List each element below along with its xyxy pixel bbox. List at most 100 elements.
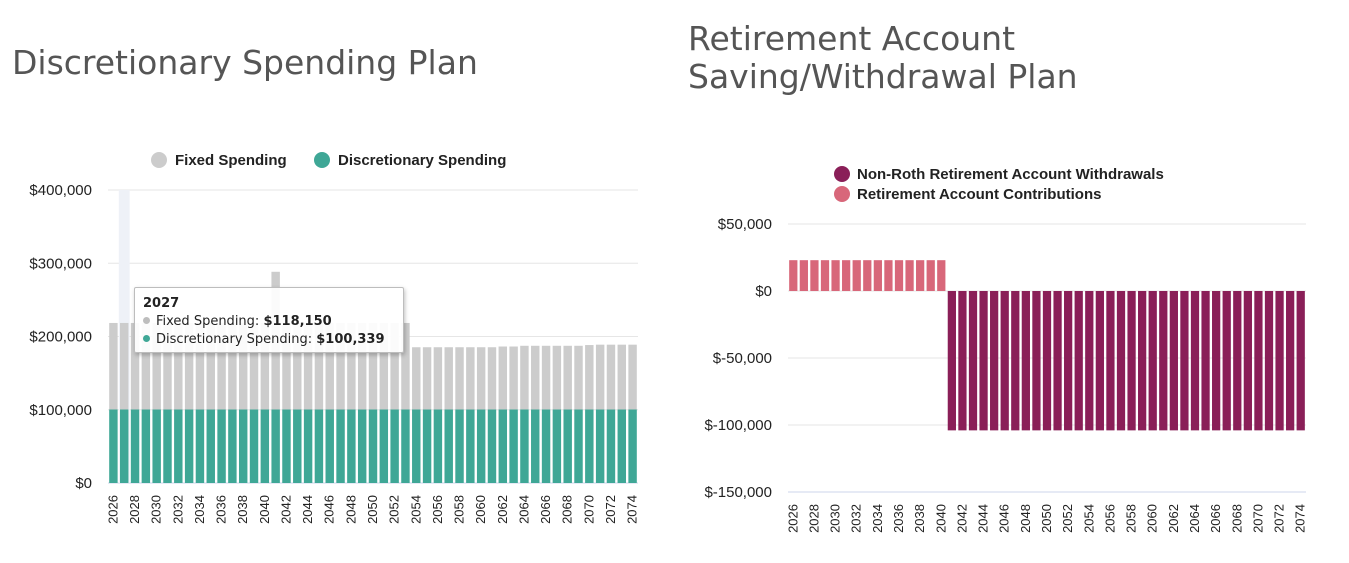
bar-discretionary-spending (563, 409, 572, 483)
bar-withdrawal (1138, 291, 1147, 431)
bar-fixed-spending (228, 322, 237, 410)
bar-withdrawal (958, 291, 967, 431)
bar-withdrawal (1286, 291, 1295, 431)
x-tick-label: 2040 (933, 504, 948, 533)
bar-fixed-spending (368, 322, 378, 410)
legend-contributions: Retirement Account Contributions (857, 186, 1101, 203)
bar-discretionary-spending (325, 409, 334, 483)
bar-withdrawal (1085, 291, 1094, 431)
bar-discretionary-spending (455, 409, 464, 483)
bar-discretionary-spending (130, 409, 140, 483)
bar-fixed-spending (606, 344, 616, 410)
x-tick-label: 2068 (560, 495, 575, 524)
bar-withdrawal (1254, 291, 1263, 431)
bar-fixed-spending (184, 322, 194, 410)
bar-discretionary-spending (531, 409, 540, 483)
bar-contribution (863, 260, 872, 291)
bar-fixed-spending (293, 322, 302, 410)
bar-fixed-spending (401, 322, 410, 410)
x-tick-label: 2026 (785, 504, 800, 533)
y-tick-label: $0 (755, 283, 772, 300)
bar-withdrawal (1095, 291, 1104, 431)
x-tick-label: 2036 (891, 504, 906, 533)
bar-discretionary-spending (293, 409, 302, 483)
x-tick-label: 2054 (1081, 504, 1096, 533)
bar-discretionary-spending (541, 409, 551, 483)
bar-fixed-spending (314, 322, 324, 410)
x-tick-label: 2050 (1039, 504, 1054, 533)
x-tick-label: 2044 (300, 495, 315, 524)
chart-title: Retirement Account Saving/Withdrawal Pla… (688, 19, 1078, 96)
tooltip-year: 2027 (143, 296, 180, 311)
x-tick-label: 2058 (1124, 504, 1139, 533)
bar-fixed-spending (455, 347, 464, 410)
bar-withdrawal (1011, 291, 1020, 431)
bar-discretionary-spending (476, 409, 486, 483)
tooltip-value: $100,339 (316, 332, 385, 347)
x-tick-label: 2058 (452, 495, 467, 524)
bar-contribution (894, 260, 904, 291)
y-tick-label: $-50,000 (713, 350, 772, 367)
legend-withdrawals: Non-Roth Retirement Account Withdrawals (857, 166, 1164, 183)
y-tick-label: $100,000 (29, 402, 92, 419)
bar-discretionary-spending (314, 409, 324, 483)
bar-withdrawal (1032, 291, 1041, 431)
x-tick-label: 2050 (365, 495, 380, 524)
bar-withdrawal (1042, 291, 1052, 431)
bar-contribution (820, 260, 830, 291)
x-tick-label: 2060 (1145, 504, 1160, 533)
legend-discretionary-icon (314, 152, 330, 168)
x-tick-label: 2074 (1293, 504, 1308, 533)
bar-discretionary-spending (606, 409, 616, 483)
bar-withdrawal (1296, 291, 1305, 431)
bar-discretionary-spending (498, 409, 508, 483)
discretionary-spending-panel: Discretionary Spending Plan $0 $100,000 $2… (0, 0, 660, 563)
y-tick-label: $50,000 (718, 216, 772, 233)
bar-fixed-spending (476, 347, 486, 410)
y-tick-label: $-100,000 (704, 417, 772, 434)
bar-fixed-spending (163, 322, 172, 410)
legend-fixed-icon (151, 152, 167, 168)
bar-discretionary-spending (228, 409, 237, 483)
bar-contribution (810, 260, 819, 291)
x-tick-label: 2042 (954, 504, 969, 533)
bar-withdrawal (1148, 291, 1157, 431)
bar-discretionary-spending (282, 409, 291, 483)
bar-discretionary-spending (617, 409, 626, 483)
tooltip-row-discretionary: Discretionary Spending: $100,339 (143, 331, 395, 349)
bar-fixed-spending (531, 345, 540, 410)
bar-fixed-spending (466, 347, 475, 410)
discretionary-spending-chart: $0 $100,000 $200,000 $300,000 $400,000 2026 20… (29, 152, 640, 524)
bar-fixed-spending (628, 344, 637, 410)
bar-discretionary-spending (487, 409, 497, 483)
legend-discretionary-spending: Discretionary Spending (338, 152, 506, 169)
bar-fixed-spending (585, 345, 594, 410)
bar-fixed-spending (552, 345, 562, 410)
bar-discretionary-spending (347, 409, 356, 483)
chart-tooltip: 2027 Fixed Spending: $118,150 Discretion… (134, 287, 404, 353)
bar-discretionary-spending (163, 409, 172, 483)
legend-fixed-spending: Fixed Spending (175, 152, 287, 169)
bar-withdrawal (1233, 291, 1242, 431)
x-tick-label: 2056 (430, 495, 445, 524)
bar-contribution (926, 260, 935, 291)
bar-discretionary-spending (520, 409, 529, 483)
bar-fixed-spending (260, 322, 270, 410)
y-tick-label: $0 (75, 475, 92, 492)
bar-discretionary-spending (357, 409, 367, 483)
x-tick-label: 2066 (538, 495, 553, 524)
x-tick-label: 2038 (912, 504, 927, 533)
bar-fixed-spending (433, 347, 443, 410)
y-tick-label: $300,000 (29, 255, 92, 272)
bar-fixed-spending (347, 322, 356, 410)
bar-discretionary-spending (368, 409, 378, 483)
bar-discretionary-spending (303, 409, 313, 483)
x-tick-label: 2066 (1208, 504, 1223, 533)
x-tick-label: 2068 (1229, 504, 1244, 533)
legend-contributions-icon (834, 186, 850, 202)
tooltip-label: Fixed Spending: (156, 314, 260, 329)
x-tick-label: 2074 (625, 495, 640, 524)
bar-discretionary-spending (509, 409, 518, 483)
bar-discretionary-spending (152, 409, 161, 483)
bar-withdrawal (979, 291, 988, 431)
